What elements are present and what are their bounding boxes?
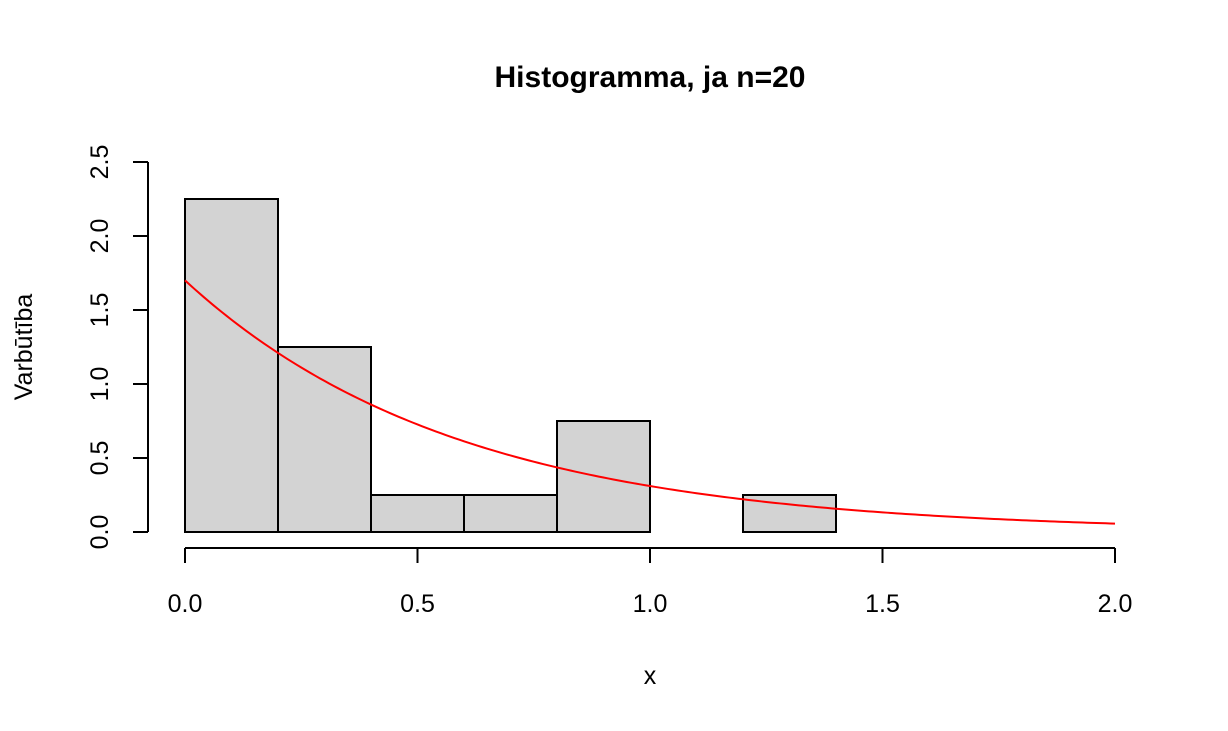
y-tick-label-4: 2.0 xyxy=(86,219,114,254)
histogram-bar-4 xyxy=(556,420,651,533)
histogram-bar-1 xyxy=(277,346,372,533)
y-axis: 0.0 0.5 1.0 1.5 2.0 2.5 xyxy=(86,145,149,550)
chart-title: Histogramma, ja n=20 xyxy=(495,61,806,94)
histogram-bars xyxy=(184,198,837,533)
x-tick-label-1: 0.5 xyxy=(400,590,435,618)
y-tick-label-2: 1.0 xyxy=(86,367,114,402)
y-tick-label-3: 1.5 xyxy=(86,293,114,328)
histogram-bar-3 xyxy=(463,494,558,533)
y-tick-label-0: 0.0 xyxy=(86,515,114,550)
x-tick-label-2: 1.0 xyxy=(633,590,668,618)
histogram-bar-0 xyxy=(184,198,279,533)
density-curve xyxy=(184,279,1116,525)
x-tick-label-4: 2.0 xyxy=(1098,590,1133,618)
histogram-bar-2 xyxy=(370,494,465,533)
y-tick-label-5: 2.5 xyxy=(86,145,114,180)
y-axis-label: Varbūtība xyxy=(10,294,38,401)
y-tick-label-1: 0.5 xyxy=(86,441,114,476)
x-axis: 0.0 0.5 1.0 1.5 2.0 xyxy=(168,547,1133,618)
x-tick-label-3: 1.5 xyxy=(865,590,900,618)
x-tick-label-0: 0.0 xyxy=(168,590,203,618)
x-axis-label: x xyxy=(644,662,657,690)
